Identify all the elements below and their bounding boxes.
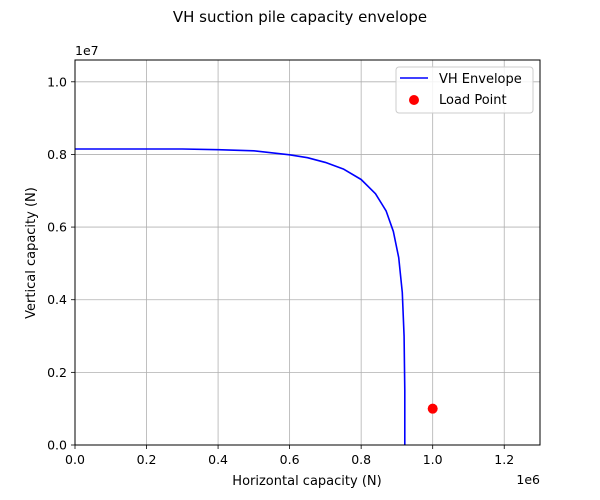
x-tick-label: 0.2 [137, 452, 157, 467]
x-tick-label: 0.0 [65, 452, 85, 467]
axes-frame [74, 59, 541, 446]
x-tick-label: 0.6 [280, 452, 300, 467]
legend-label-envelope: VH Envelope [439, 72, 522, 87]
load-point-marker [427, 403, 438, 414]
legend-box [395, 66, 534, 114]
legend-label-load-point: Load Point [439, 93, 507, 108]
y-tick-label: 1.0 [47, 74, 67, 89]
y-tick-label: 0.0 [47, 438, 67, 453]
legend: VH Envelope Load Point [395, 66, 534, 114]
x-axis-offset-label: 1e6 [516, 472, 540, 487]
x-tick-label: 0.4 [208, 452, 228, 467]
y-tick-label: 0.6 [47, 220, 67, 235]
y-tick-label: 0.8 [47, 147, 67, 162]
plot-area [75, 148, 438, 445]
y-tick-label: 0.4 [47, 292, 67, 307]
vh-envelope-line [75, 148, 406, 445]
axis-ticks: 0.0 0.2 0.4 0.6 0.8 1.0 1.2 0.0 0.2 0.4 0.6 0.8 1.0 [47, 74, 514, 467]
legend-point-swatch [409, 95, 419, 105]
x-axis-label: Horizontal capacity (N) [232, 474, 381, 489]
y-axis-label: Vertical capacity (N) [24, 187, 39, 319]
y-axis-offset-label: 1e7 [75, 43, 99, 58]
grid [74, 60, 540, 446]
x-tick-label: 1.2 [494, 452, 514, 467]
chart-title: VH suction pile capacity envelope [173, 8, 427, 26]
y-tick-label: 0.2 [47, 365, 67, 380]
x-tick-label: 0.8 [351, 452, 371, 467]
x-tick-label: 1.0 [423, 452, 443, 467]
